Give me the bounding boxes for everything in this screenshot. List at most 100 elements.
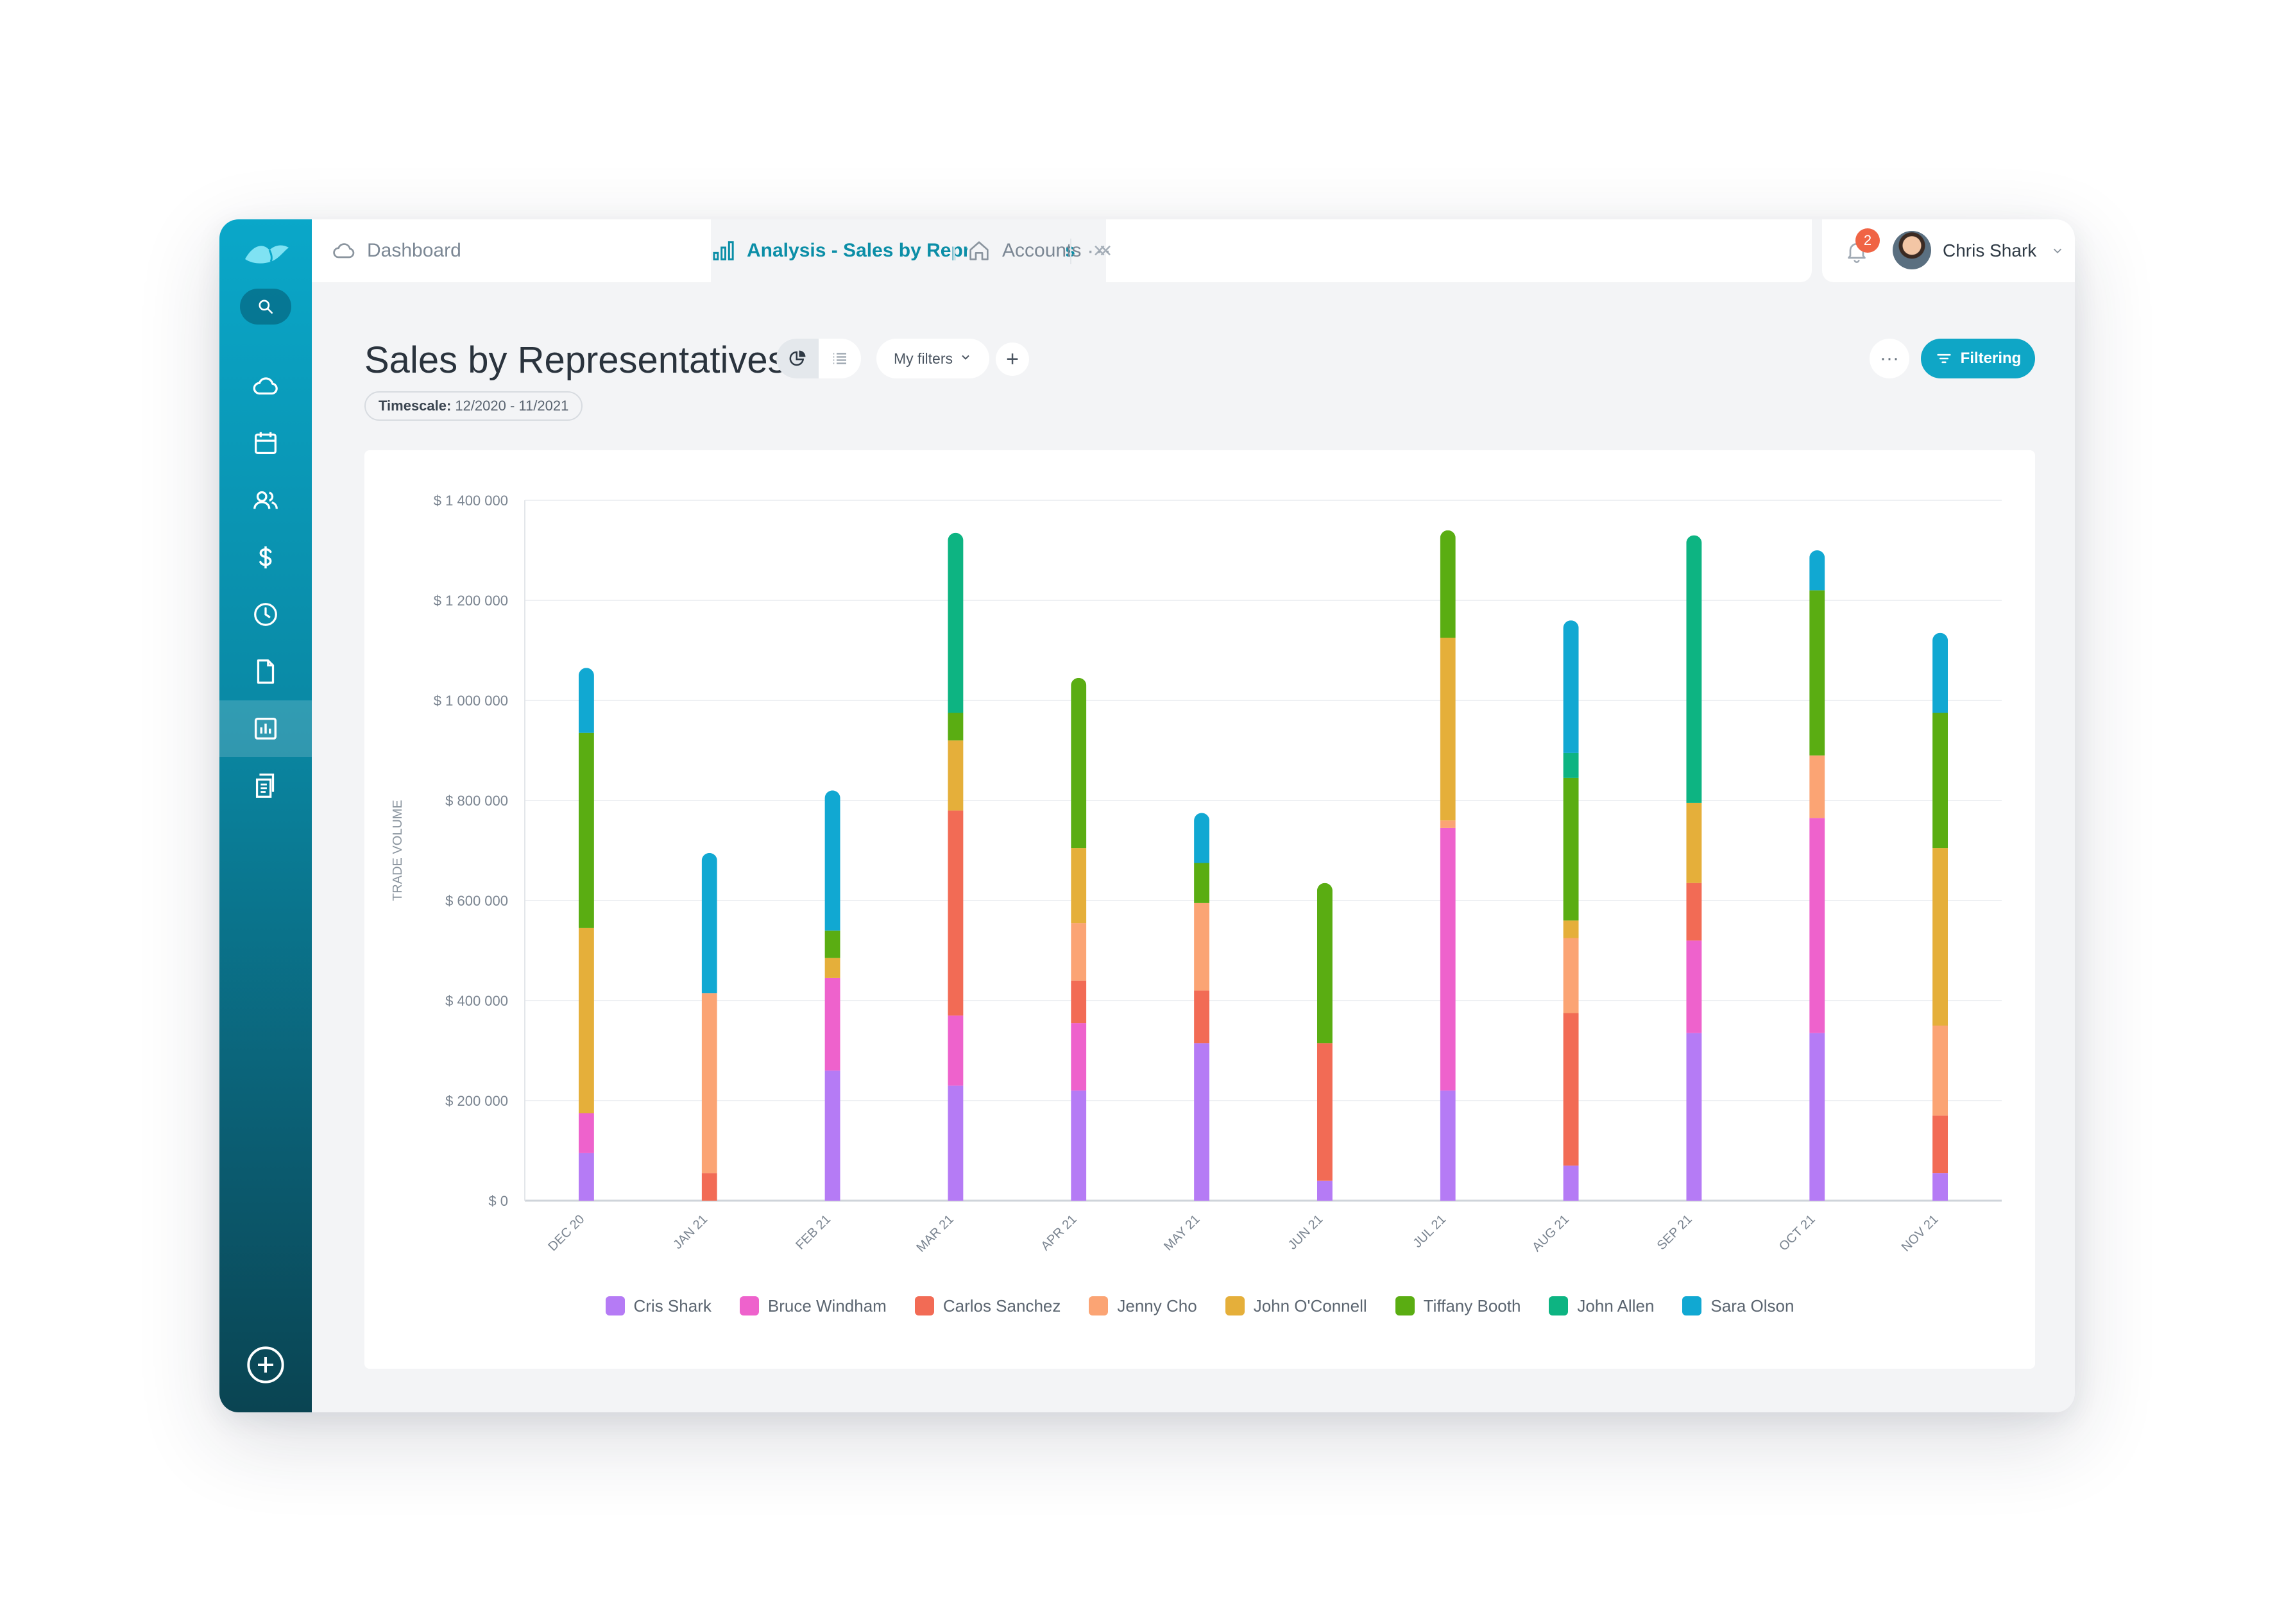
bar-segment[interactable] <box>1440 638 1456 821</box>
bar-segment[interactable] <box>1071 1023 1087 1091</box>
sidebar-search-button[interactable] <box>240 289 291 325</box>
bar-stack[interactable] <box>1440 530 1456 1201</box>
bar-segment[interactable] <box>1440 530 1456 638</box>
bar-segment[interactable] <box>1563 752 1579 778</box>
bar-stack[interactable] <box>1809 550 1825 1201</box>
sidebar-item-reports[interactable] <box>219 700 312 757</box>
bar-segment[interactable] <box>1932 848 1948 1026</box>
legend-item[interactable]: John O'Connell <box>1225 1296 1367 1316</box>
bar-segment[interactable] <box>1809 818 1825 1033</box>
add-button[interactable] <box>244 1343 287 1387</box>
bar-stack[interactable] <box>1932 632 1948 1201</box>
bar-segment[interactable] <box>948 713 964 741</box>
bar-segment[interactable] <box>1071 848 1087 924</box>
app-logo[interactable] <box>241 233 293 272</box>
chart-view-button[interactable] <box>776 339 819 378</box>
bar-segment[interactable] <box>1809 550 1825 591</box>
bar-segment[interactable] <box>578 732 594 928</box>
bar-segment[interactable] <box>1686 802 1702 883</box>
sidebar-item-contacts[interactable] <box>219 472 312 529</box>
bar-segment[interactable] <box>1809 1033 1825 1201</box>
sidebar-item-calendar[interactable] <box>219 415 312 471</box>
list-view-button[interactable] <box>819 339 861 378</box>
sidebar-item-documents[interactable] <box>219 643 312 700</box>
bar-stack[interactable] <box>701 852 717 1201</box>
bar-segment[interactable] <box>701 852 717 994</box>
avatar[interactable] <box>1893 231 1931 269</box>
more-tabs-button[interactable]: ··· <box>1087 238 1112 263</box>
bar-segment[interactable] <box>1194 863 1210 903</box>
bar-stack[interactable] <box>1194 813 1210 1201</box>
bar-segment[interactable] <box>824 790 840 931</box>
bar-stack[interactable] <box>1317 883 1333 1201</box>
bar-segment[interactable] <box>1809 755 1825 818</box>
bar-segment[interactable] <box>824 958 840 978</box>
bar-stack[interactable] <box>1563 620 1579 1201</box>
bar-segment[interactable] <box>1932 713 1948 849</box>
bar-segment[interactable] <box>1194 990 1210 1044</box>
bar-stack[interactable] <box>948 532 964 1201</box>
bar-segment[interactable] <box>1194 1043 1210 1201</box>
bar-segment[interactable] <box>1317 883 1333 1044</box>
bar-segment[interactable] <box>1563 1165 1579 1201</box>
legend-item[interactable]: Sara Olson <box>1682 1296 1794 1316</box>
legend-item[interactable]: John Allen <box>1549 1296 1654 1316</box>
bar-stack[interactable] <box>1686 535 1702 1201</box>
add-filter-button[interactable]: + <box>996 343 1029 376</box>
bar-segment[interactable] <box>1686 1033 1702 1201</box>
bar-segment[interactable] <box>1317 1180 1333 1201</box>
chevron-down-icon[interactable] <box>2050 219 2065 282</box>
bar-segment[interactable] <box>1194 813 1210 863</box>
bar-segment[interactable] <box>1686 940 1702 1033</box>
close-icon[interactable]: × <box>1093 238 1106 263</box>
bar-segment[interactable] <box>1932 1115 1948 1174</box>
bar-segment[interactable] <box>1440 820 1456 828</box>
bar-segment[interactable] <box>824 930 840 958</box>
bar-segment[interactable] <box>1071 923 1087 981</box>
close-icon[interactable]: × <box>1099 238 1112 263</box>
bar-segment[interactable] <box>1071 1090 1087 1201</box>
bar-segment[interactable] <box>1563 938 1579 1013</box>
sidebar-item-invoices[interactable] <box>219 757 312 814</box>
legend-item[interactable]: Tiffany Booth <box>1395 1296 1521 1316</box>
bar-stack[interactable] <box>1071 677 1087 1201</box>
legend-item[interactable]: Bruce Windham <box>739 1296 887 1316</box>
bar-segment[interactable] <box>1809 590 1825 756</box>
tab-dashboard[interactable]: Dashboard <box>331 219 461 282</box>
bar-segment[interactable] <box>578 668 594 733</box>
bar-segment[interactable] <box>1071 677 1087 849</box>
bar-segment[interactable] <box>578 1113 594 1153</box>
bar-segment[interactable] <box>824 1070 840 1201</box>
bar-segment[interactable] <box>1563 1013 1579 1166</box>
more-options-button[interactable]: ··· <box>1870 339 1909 378</box>
user-name[interactable]: Chris Shark <box>1943 241 2037 260</box>
bar-segment[interactable] <box>948 740 964 811</box>
bar-segment[interactable] <box>1686 535 1702 803</box>
bar-segment[interactable] <box>1563 777 1579 921</box>
filtering-button[interactable]: Filtering <box>1921 339 2035 378</box>
bar-segment[interactable] <box>948 810 964 1016</box>
bar-segment[interactable] <box>1071 980 1087 1024</box>
sidebar-item-cloud[interactable] <box>219 358 312 414</box>
bar-segment[interactable] <box>1440 827 1456 1091</box>
bar-segment[interactable] <box>1194 902 1210 991</box>
bar-segment[interactable] <box>1686 883 1702 941</box>
bar-segment[interactable] <box>948 1085 964 1201</box>
legend-item[interactable]: Carlos Sanchez <box>914 1296 1061 1316</box>
bar-stack[interactable] <box>824 790 840 1201</box>
bar-segment[interactable] <box>578 1153 594 1201</box>
bar-segment[interactable] <box>948 532 964 713</box>
bar-segment[interactable] <box>948 1015 964 1086</box>
bar-segment[interactable] <box>1932 1026 1948 1116</box>
tab-accounts[interactable]: Accounts × <box>966 219 1112 282</box>
sidebar-item-sales[interactable] <box>219 529 312 586</box>
timescale-chip[interactable]: Timescale: 12/2020 - 11/2021 <box>364 391 583 421</box>
bar-segment[interactable] <box>701 1173 717 1201</box>
bar-segment[interactable] <box>1932 632 1948 713</box>
sidebar-item-time[interactable] <box>219 586 312 643</box>
bar-segment[interactable] <box>1563 620 1579 753</box>
bar-segment[interactable] <box>1563 920 1579 938</box>
legend-item[interactable]: Cris Shark <box>605 1296 712 1316</box>
bar-segment[interactable] <box>578 927 594 1113</box>
bar-segment[interactable] <box>1440 1090 1456 1201</box>
